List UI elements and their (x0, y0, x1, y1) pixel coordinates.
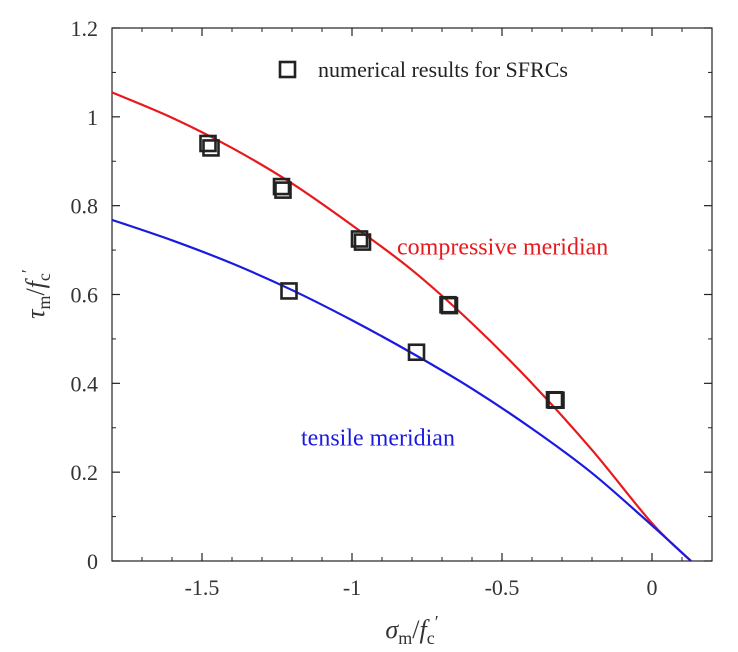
annotation-label: tensile meridian (301, 426, 455, 452)
legend-label: numerical results for SFRCs (318, 57, 568, 82)
series-lines (111, 91, 692, 562)
ticks (111, 27, 713, 562)
x-tick-label: -1.5 (185, 575, 220, 600)
data-point (353, 233, 372, 251)
data-point (440, 296, 459, 315)
data-point (280, 282, 298, 300)
series-line-1 (111, 91, 692, 562)
legend: numerical results for SFRCs (278, 57, 568, 82)
data-point (407, 343, 426, 362)
y-tick-label: 1.2 (71, 16, 99, 41)
data-point (350, 230, 369, 248)
tick-labels: -1.5 -1 -0.5 0 0 0.2 0.4 0.6 0.8 1 1.2 (71, 16, 658, 600)
legend-marker (278, 60, 297, 79)
data-point (199, 134, 217, 153)
y-axis-label: τm/fc′ (18, 269, 54, 319)
y-tick-label: 0.4 (71, 371, 99, 396)
series-line-2 (111, 218, 692, 562)
y-tick-label: 0 (87, 549, 98, 574)
plot-frame (111, 27, 713, 562)
data-point (272, 177, 291, 196)
x-tick-label: -1 (343, 575, 361, 600)
y-tick-label: 0.6 (71, 283, 99, 308)
y-tick-label: 1 (87, 105, 98, 130)
y-tick-label: 0.2 (71, 460, 99, 485)
markers (199, 134, 565, 410)
data-point (547, 391, 565, 410)
y-tick-label: 0.8 (71, 194, 99, 219)
annotations: compressive meridian tensile meridian (301, 235, 608, 452)
x-tick-label: -0.5 (485, 575, 520, 600)
annotation-label: compressive meridian (397, 235, 608, 261)
data-point (202, 139, 220, 157)
x-axis-label: σm/fc′ (385, 612, 438, 648)
data-point (274, 181, 292, 199)
x-tick-label: 0 (647, 575, 658, 600)
